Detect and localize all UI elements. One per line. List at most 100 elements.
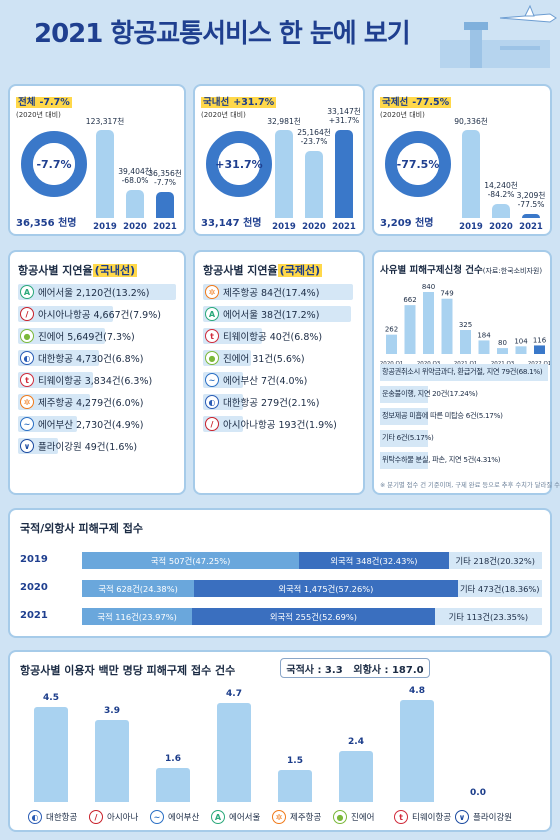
- airline-legend-item: A 에어서울: [211, 810, 260, 824]
- relief-bar-value: 325: [459, 321, 472, 329]
- delay-bar: [18, 284, 176, 300]
- relief-bar: [404, 305, 416, 354]
- delay-row-text: 에어부산 7건(4.0%): [223, 376, 308, 387]
- air-seoul-logo-icon: A: [211, 810, 225, 824]
- overview-year-label: 2020: [123, 222, 147, 232]
- delay-international-title-highlight: (국제선): [277, 264, 323, 277]
- airline-value: 4.7: [226, 688, 242, 699]
- airline-value: 4.8: [409, 686, 425, 697]
- overview-year-label: 2019: [93, 222, 117, 232]
- overview-bar: [462, 130, 480, 218]
- airline-bar: [278, 770, 312, 802]
- relief-bar-value: 262: [385, 326, 398, 334]
- airline-name: 에어서울: [229, 813, 261, 823]
- tway-logo-icon: t: [205, 329, 219, 343]
- delay-row: ✲ 제주항공 4,279건(6.0%): [20, 393, 143, 411]
- delay-row-text: 제주항공 4,279건(6.0%): [38, 398, 144, 409]
- airline-legend-item: ◐ 대한항공: [28, 810, 77, 824]
- per-million-title: 항공사별 이용자 백만 명당 피해구제 접수 건수: [20, 664, 236, 677]
- reason-text: 기타 6건(5.17%): [382, 433, 434, 442]
- delay-row-text: 대한항공 279건(2.1%): [223, 398, 320, 409]
- nationality-domestic-segment: 국적 116건(23.97%): [82, 608, 193, 625]
- fly-gangwon-logo-icon: ∨: [455, 810, 469, 824]
- relief-bar: [515, 346, 527, 354]
- overview-bar: [275, 130, 293, 218]
- average-box: 국적사 : 3.3 외항사 : 187.0: [280, 658, 430, 678]
- delay-domestic-title-highlight: (국내선): [92, 264, 138, 277]
- overview-year-label: 2020: [302, 222, 326, 232]
- delay-row: ~ 에어부산 7건(4.0%): [205, 371, 307, 389]
- overview-bar-label: 39,404천 -68.0%: [118, 166, 152, 185]
- overview-year-label: 2021: [332, 222, 356, 232]
- airline-bar: [34, 706, 68, 802]
- airport-illustration: [440, 4, 557, 68]
- per-million-card: 항공사별 이용자 백만 명당 피해구제 접수 건수 국적사 : 3.3 외항사 …: [8, 650, 552, 832]
- relief-bar-value: 662: [403, 296, 416, 304]
- delay-row: t 티웨이항공 3,834건(6.3%): [20, 371, 152, 389]
- airline-name: 대한항공: [46, 813, 78, 823]
- airline-legend-item: ∨ 플라이강원: [455, 810, 512, 824]
- airline-legend-item: ● 진에어: [333, 810, 374, 824]
- nationality-year: 2021: [20, 610, 48, 621]
- domestic-average: 국적사 : 3.3: [286, 664, 343, 676]
- overview-bar-label: 123,317천: [85, 117, 125, 126]
- nationality-foreign-segment: 외국적 1,475건(57.26%): [194, 580, 458, 597]
- delay-international-title: 항공사별 지연율: [203, 264, 278, 277]
- delay-domestic-card: 항공사별 지연율 (국내선) A 에어서울 2,120건(13.2%) / 아시아나항공…: [8, 250, 186, 495]
- relief-bar: [386, 334, 397, 354]
- airline-name: 티웨이항공: [412, 813, 452, 823]
- delay-row: ● 진에어 31건(5.6%): [205, 349, 305, 367]
- airline-value: 1.5: [287, 756, 303, 767]
- reason-bar: [380, 386, 428, 403]
- overview-card: 전체 -7.7% (2020년 대비) -7.7% 36,356 천명 123,3…: [8, 84, 186, 236]
- nationality-foreign-segment: 외국적 255건(52.69%): [192, 608, 435, 625]
- foreign-average: 외항사 : 187.0: [353, 664, 424, 676]
- delay-bar: [18, 372, 94, 388]
- relief-bar: [460, 330, 471, 354]
- tway-logo-icon: t: [20, 373, 34, 387]
- relief-bar-value: 840: [422, 283, 435, 291]
- reason-bar: [380, 408, 428, 425]
- asiana-logo-icon: /: [205, 417, 219, 431]
- delay-domestic-title: 항공사별 지연율: [18, 264, 93, 277]
- reason-text: 정보제공 미흡에 따른 미탑승 6건(5.17%): [382, 411, 503, 420]
- overview-note: (2020년 대비): [16, 111, 61, 119]
- overview-year-label: 2021: [153, 222, 177, 232]
- overview-bar: [522, 214, 540, 218]
- airline-value: 1.6: [165, 754, 181, 765]
- nationality-other-segment: 기타 113건(23.35%): [434, 608, 543, 625]
- jinair-logo-icon: ●: [333, 810, 347, 824]
- delay-row-text: 진에어 31건(5.6%): [223, 354, 305, 365]
- overview-card: 국제선 -77.5% (2020년 대비) -77.5% 3,209 천명 90,…: [372, 84, 552, 236]
- relief-bar: [478, 340, 490, 354]
- airline-legend-item: t 티웨이항공: [394, 810, 451, 824]
- air-seoul-logo-icon: A: [205, 307, 219, 321]
- korean-air-logo-icon: ◐: [205, 395, 219, 409]
- delay-row: ∨ 플라이강원 49건(1.6%): [20, 437, 137, 455]
- delay-row-text: 에어서울 2,120건(13.2%): [38, 288, 150, 299]
- overview-label: 국제선: [380, 97, 411, 108]
- relief-requests-card: 사유별 피해구제신청 건수(자료:한국소비자원) 262 662 840 749 325…: [372, 250, 560, 495]
- airline-bar: [217, 702, 251, 802]
- reason-text: 위탁수하물 분실, 파손, 지연 5건(4.31%): [382, 455, 501, 464]
- overview-change: -7.7%: [37, 97, 72, 108]
- nationality-other-segment: 기타 218건(20.32%): [448, 552, 542, 569]
- overview-card: 국내선 +31.7% (2020년 대비) +31.7% 33,147 천명 32…: [193, 84, 365, 236]
- delay-row-text: 대한항공 4,730건(6.8%): [38, 354, 144, 365]
- overview-total: 36,356 천명: [16, 218, 77, 229]
- relief-title: 사유별 피해구제신청 건수: [380, 265, 483, 276]
- delay-row: / 아시아나항공 193건(1.9%): [205, 415, 337, 433]
- delay-row-text: 티웨이항공 3,834건(6.3%): [38, 376, 153, 387]
- delay-row: / 아시아나항공 4,667건(7.9%): [20, 305, 161, 323]
- airline-value: 3.9: [104, 705, 120, 716]
- nationality-other-segment: 기타 473건(18.36%): [457, 580, 542, 597]
- airline-value: 2.4: [348, 737, 364, 748]
- jinair-logo-icon: ●: [20, 329, 34, 343]
- overview-donut: +31.7%: [206, 131, 272, 197]
- nationality-card: 국적/외항사 피해구제 접수 2019 국적 507건(47.25%) 외국적 34…: [8, 508, 552, 638]
- delay-bar: [18, 394, 90, 410]
- delay-row: A 에어서울 2,120건(13.2%): [20, 283, 150, 301]
- reason-bar: [380, 364, 548, 381]
- delay-row: ◐ 대한항공 279건(2.1%): [205, 393, 319, 411]
- overview-bar-label: 14,240천 -84.2%: [484, 181, 518, 199]
